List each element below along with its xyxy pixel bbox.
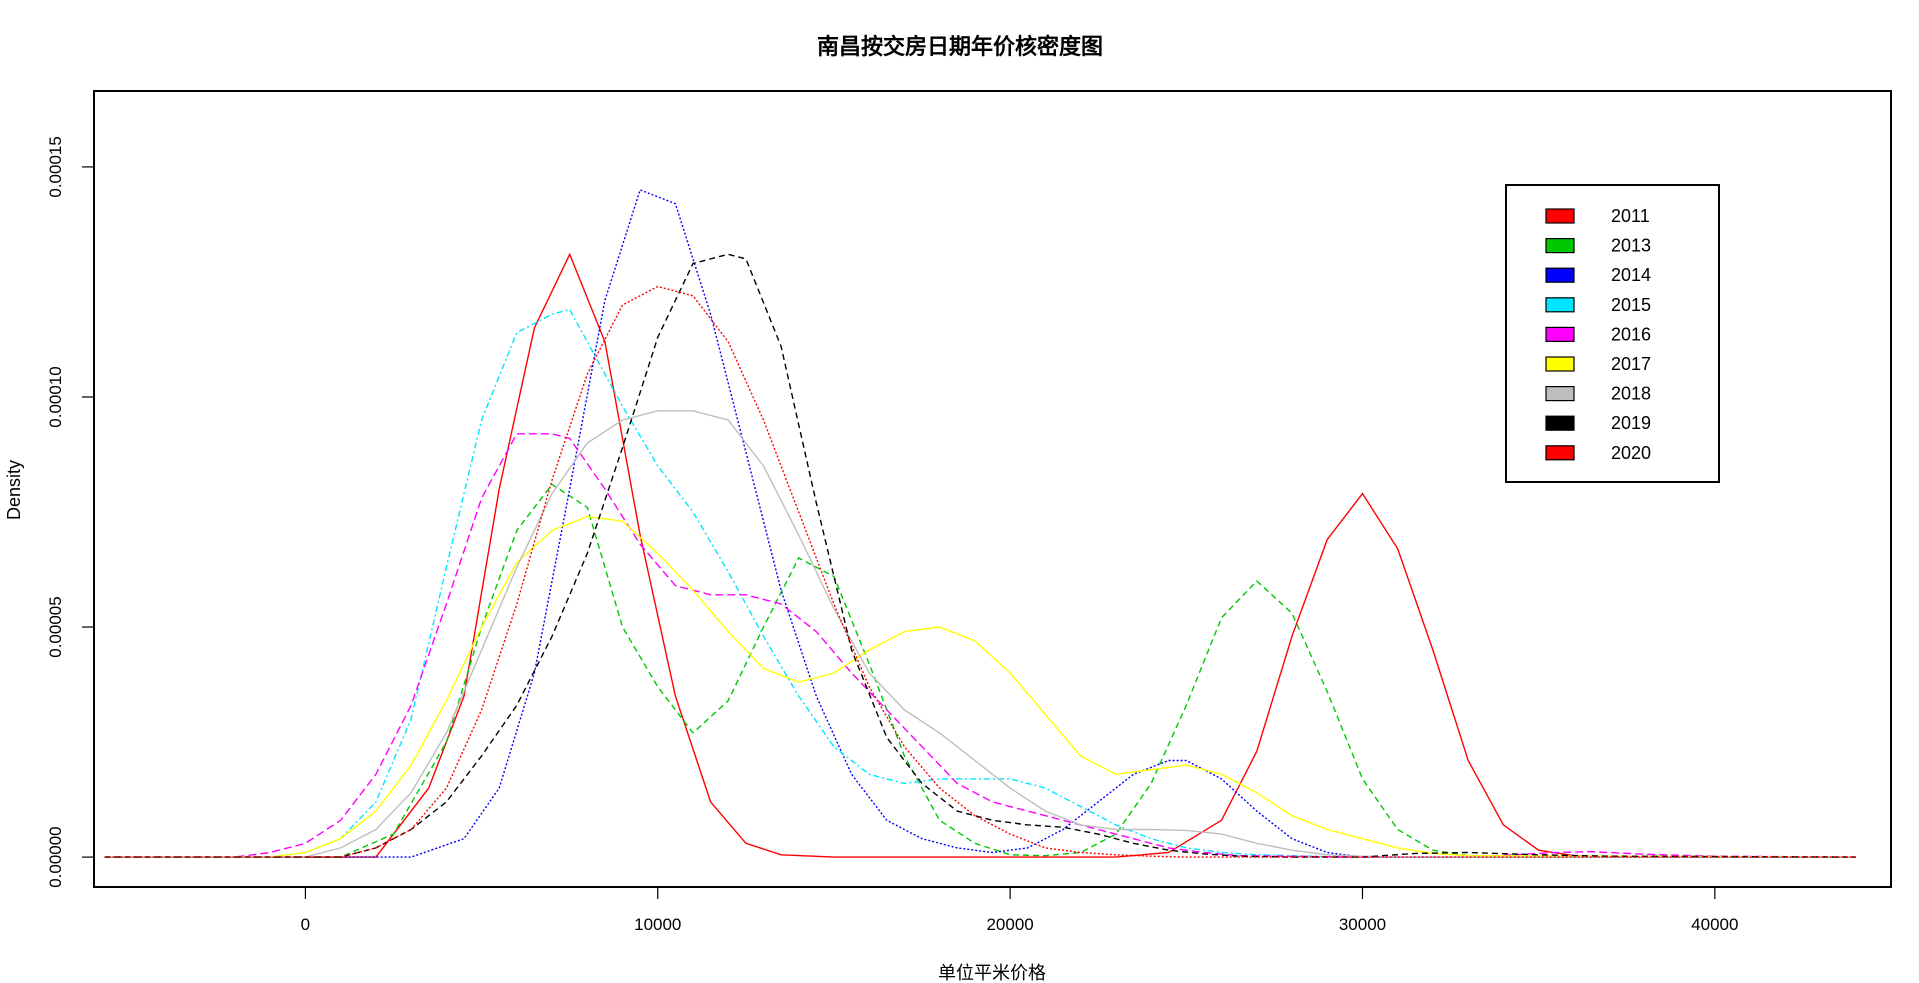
series-line-2018 [104,410,1856,858]
plot-frame [93,90,1892,888]
legend-swatch-2013 [1545,238,1575,254]
legend-label: 2019 [1611,413,1651,433]
x-tick-label: 40000 [1691,915,1738,934]
x-tick-label: 0 [301,915,310,934]
series-lines [104,188,1856,858]
series-line-2011 [104,252,1856,858]
legend-swatch-2016 [1545,326,1575,342]
x-axis: 0 10000 20000 30000 40000 [301,887,1738,934]
legend-swatch-2019 [1545,415,1575,431]
legend-label: 2013 [1611,236,1651,256]
y-axis: 0.00000 0.00005 0.00010 0.00015 [46,136,94,888]
y-tick-label: 0.00015 [46,136,65,197]
series-line-2017 [104,515,1856,858]
x-axis-label: 单位平米价格 [938,963,1046,983]
legend-swatch-2015 [1545,297,1575,313]
y-tick-label: 0.00010 [46,366,65,427]
y-tick-label: 0.00005 [46,596,65,657]
legend-swatch-2020 [1545,445,1575,461]
chart-title: 南昌按交房日期年价核密度图 [817,34,1103,60]
legend-label: 2018 [1611,384,1651,404]
y-tick-label: 0.00000 [46,826,65,887]
legend-swatch-2014 [1545,267,1575,283]
legend-label: 2015 [1611,295,1651,315]
series-line-2014 [104,188,1856,858]
x-tick-label: 30000 [1339,915,1386,934]
legend-swatch-2011 [1545,208,1575,224]
legend-swatch-2017 [1545,356,1575,372]
legend-label: 2017 [1611,354,1651,374]
legend: 2011 2013 2014 2015 2016 2017 2018 2019 2020 [1505,184,1720,483]
legend-label: 2014 [1611,265,1651,285]
legend-swatch-2018 [1545,386,1575,402]
x-tick-label: 20000 [986,915,1033,934]
series-line-2015 [104,308,1856,858]
x-tick-label: 10000 [634,915,681,934]
legend-label: 2016 [1611,324,1651,344]
legend-box [1505,184,1720,483]
y-axis-label: Density [4,460,24,520]
legend-label: 2011 [1611,206,1650,226]
series-line-2013 [104,483,1856,858]
legend-label: 2020 [1611,443,1651,463]
